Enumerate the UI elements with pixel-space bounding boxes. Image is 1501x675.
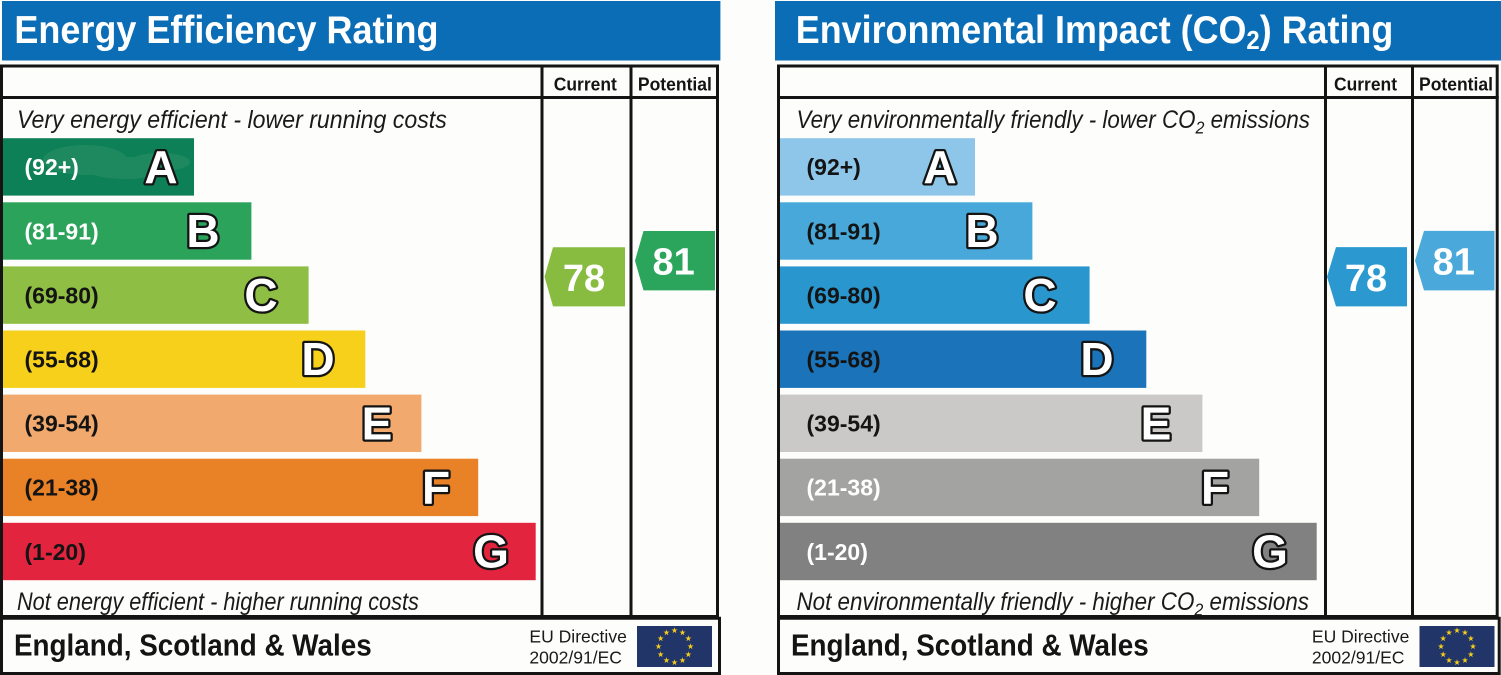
svg-text:D: D [301, 333, 334, 385]
svg-text:(1-20): (1-20) [807, 539, 868, 565]
svg-text:A: A [923, 141, 956, 193]
svg-text:(39-54): (39-54) [25, 411, 99, 437]
svg-text:2002/91/EC: 2002/91/EC [529, 647, 622, 667]
svg-text:Not energy efficient - higher: Not energy efficient - higher running co… [17, 588, 419, 616]
svg-text:G: G [473, 526, 509, 578]
svg-text:B: B [965, 205, 998, 257]
svg-text:F: F [422, 461, 450, 513]
svg-text:Not environmentally friendly -: Not environmentally friendly - higher CO… [796, 589, 1309, 620]
svg-text:(1-20): (1-20) [25, 539, 86, 565]
svg-text:(81-91): (81-91) [25, 218, 99, 244]
svg-text:78: 78 [1345, 258, 1387, 300]
svg-text:G: G [1252, 526, 1288, 578]
svg-text:78: 78 [563, 258, 605, 300]
svg-text:Environmental Impact (CO2) Rat: Environmental Impact (CO2) Rating [796, 8, 1393, 56]
svg-text:F: F [1201, 461, 1229, 513]
svg-text:Current: Current [554, 74, 617, 95]
svg-text:C: C [244, 269, 277, 321]
svg-text:(21-38): (21-38) [807, 475, 881, 501]
svg-text:(69-80): (69-80) [807, 282, 881, 308]
svg-text:Potential: Potential [1419, 74, 1493, 95]
svg-text:81: 81 [1433, 242, 1475, 284]
svg-text:(39-54): (39-54) [807, 411, 881, 437]
svg-text:Very environmentally friendly: Very environmentally friendly - lower CO… [797, 107, 1311, 138]
svg-text:(55-68): (55-68) [807, 347, 881, 373]
svg-text:E: E [362, 397, 393, 449]
svg-text:A: A [144, 141, 177, 193]
svg-text:(69-80): (69-80) [25, 282, 99, 308]
svg-text:(21-38): (21-38) [25, 475, 99, 501]
svg-text:B: B [186, 205, 219, 257]
svg-text:EU Directive: EU Directive [1312, 626, 1410, 646]
svg-text:Very energy efficient - lower: Very energy efficient - lower running co… [17, 106, 447, 134]
svg-text:England, Scotland & Wales: England, Scotland & Wales [14, 628, 372, 663]
svg-text:EU Directive: EU Directive [529, 626, 627, 646]
svg-text:E: E [1141, 397, 1172, 449]
svg-text:2002/91/EC: 2002/91/EC [1312, 647, 1405, 667]
svg-text:Potential: Potential [638, 74, 712, 95]
svg-text:D: D [1080, 333, 1113, 385]
svg-text:(81-91): (81-91) [807, 218, 881, 244]
svg-text:(92+): (92+) [807, 154, 861, 180]
svg-text:Current: Current [1334, 74, 1397, 95]
svg-text:(55-68): (55-68) [25, 347, 99, 373]
svg-text:England, Scotland & Wales: England, Scotland & Wales [791, 628, 1149, 663]
svg-text:Energy Efficiency Rating: Energy Efficiency Rating [14, 8, 438, 52]
svg-text:(92+): (92+) [25, 154, 79, 180]
svg-text:C: C [1023, 269, 1056, 321]
svg-text:81: 81 [653, 242, 695, 284]
